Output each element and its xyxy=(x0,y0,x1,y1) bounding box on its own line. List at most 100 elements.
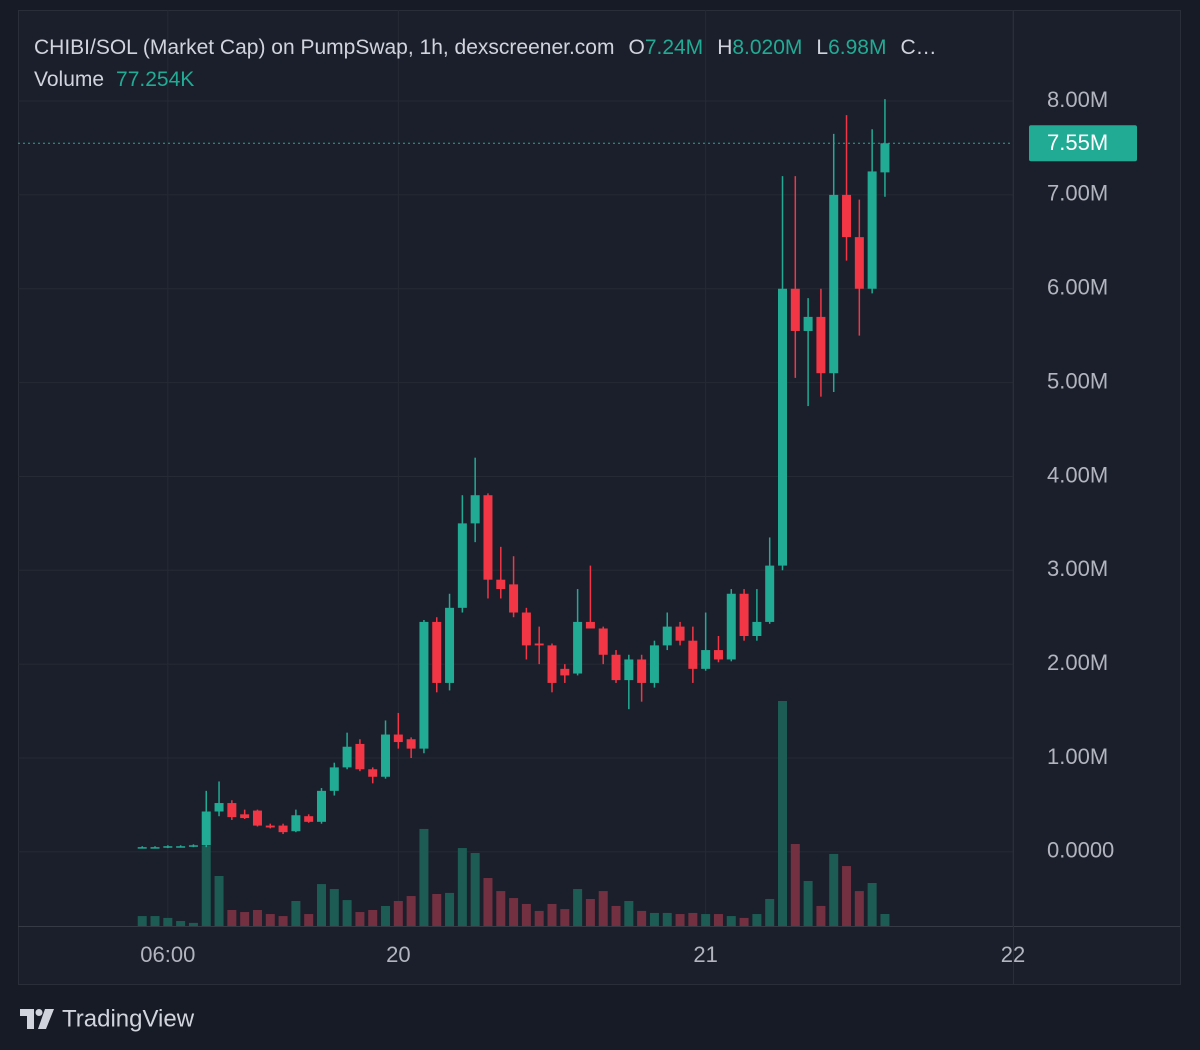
candle-body xyxy=(188,845,198,847)
volume-bar xyxy=(624,901,634,926)
x-tick-label: 06:00 xyxy=(140,942,195,967)
volume-bar xyxy=(739,917,749,926)
volume-bar xyxy=(534,910,544,926)
candle-body xyxy=(240,814,250,819)
candle-body xyxy=(777,288,787,566)
volume-bar xyxy=(662,912,672,926)
volume-bar xyxy=(419,828,429,926)
volume-bar xyxy=(688,912,698,926)
candle-body xyxy=(137,847,147,849)
volume-bar xyxy=(406,896,416,926)
volume-bar xyxy=(432,894,442,926)
x-tick-label: 20 xyxy=(386,942,410,967)
candle-body xyxy=(816,316,826,374)
candle-body xyxy=(880,143,890,173)
volume-bar xyxy=(163,917,173,926)
volume-bar xyxy=(713,914,723,926)
candle-body xyxy=(534,643,544,646)
volume-bar xyxy=(816,905,826,926)
brand: TradingView xyxy=(62,1005,195,1032)
candle-body xyxy=(560,668,570,676)
volume-bar xyxy=(291,901,301,926)
candle-body xyxy=(752,621,762,636)
volume-bar xyxy=(560,909,570,926)
candle-body xyxy=(176,846,186,848)
volume-bar xyxy=(381,905,391,926)
candle-body xyxy=(713,650,723,660)
candle-body xyxy=(368,769,378,777)
title: CHIBI/SOL (Market Cap) on PumpSwap, 1h, … xyxy=(34,36,614,59)
candle-body xyxy=(662,626,672,646)
candle-body xyxy=(150,847,160,849)
candle-body xyxy=(573,621,583,674)
volume-bar xyxy=(829,853,839,926)
candle-body xyxy=(829,194,839,374)
candle-body xyxy=(521,612,531,646)
candle-body xyxy=(803,316,813,331)
volume-bar xyxy=(368,910,378,926)
candle-body xyxy=(701,650,711,669)
candle-body xyxy=(214,803,224,812)
volume-bar xyxy=(777,701,787,926)
volume-bar xyxy=(188,922,198,926)
volume-bar xyxy=(445,892,455,926)
candle-body xyxy=(381,734,391,777)
candle-body xyxy=(329,767,339,791)
legend-key: O xyxy=(628,36,644,59)
volume-bar xyxy=(880,914,890,926)
y-tick-label: 3.00M xyxy=(1047,556,1108,581)
candle-body xyxy=(432,621,442,683)
ohlc-legend: O7.24M H8.020M L6.98M C… xyxy=(628,36,936,59)
candle-body xyxy=(598,628,608,655)
legend-key: H xyxy=(717,36,732,59)
y-tick-label: 1.00M xyxy=(1047,744,1108,769)
candle-layer xyxy=(18,99,1013,849)
candle-body xyxy=(470,495,480,524)
candle-body xyxy=(547,645,557,683)
candle-body xyxy=(278,825,288,833)
volume-bar xyxy=(470,853,480,926)
candle-body xyxy=(419,621,429,749)
volume-bar xyxy=(598,891,608,926)
volume-bar xyxy=(316,884,326,926)
y-tick-label: 4.00M xyxy=(1047,462,1108,487)
logo-dot xyxy=(35,1009,43,1016)
volume-bar xyxy=(483,878,493,926)
candle-body xyxy=(854,237,864,289)
axes: 0.0000 1.00M 2.00M 3.00M 4.00M 5.00M 6.00M 7.00… xyxy=(140,87,1137,967)
volume-bar xyxy=(137,916,147,926)
volume-bar xyxy=(637,910,647,926)
volume-bar xyxy=(304,914,314,926)
volume-bar xyxy=(585,898,595,926)
volume-bar xyxy=(150,916,160,926)
candle-body xyxy=(201,811,211,846)
candle-body xyxy=(163,846,173,848)
volume-value: 77.254K xyxy=(116,68,194,91)
candle-body xyxy=(406,739,416,749)
candle-body xyxy=(265,825,275,828)
candle-body xyxy=(688,640,698,669)
candle-body xyxy=(457,523,467,608)
legend-value: 6.98M xyxy=(828,36,886,59)
volume-legend: Volume 77.254K xyxy=(34,68,194,91)
candle-body xyxy=(867,171,877,289)
volume-bar xyxy=(176,921,186,926)
tradingview-logo xyxy=(20,1009,54,1029)
volume-bar xyxy=(842,866,852,926)
volume-bar xyxy=(393,901,403,926)
y-tick-label: 8.00M xyxy=(1047,87,1108,112)
volume-bar xyxy=(765,898,775,926)
legend-more: C… xyxy=(900,36,936,59)
x-tick-label: 22 xyxy=(1001,942,1025,967)
volume-bar xyxy=(355,912,365,926)
candle-body xyxy=(496,579,506,590)
candle-body xyxy=(252,810,262,826)
volume-bar xyxy=(803,880,813,926)
chart-frame xyxy=(18,10,1181,985)
logo-shape xyxy=(20,1009,34,1029)
volume-bar xyxy=(509,898,519,926)
logo-shape xyxy=(38,1009,54,1029)
volume-bar xyxy=(867,882,877,926)
volume-bar xyxy=(329,889,339,926)
